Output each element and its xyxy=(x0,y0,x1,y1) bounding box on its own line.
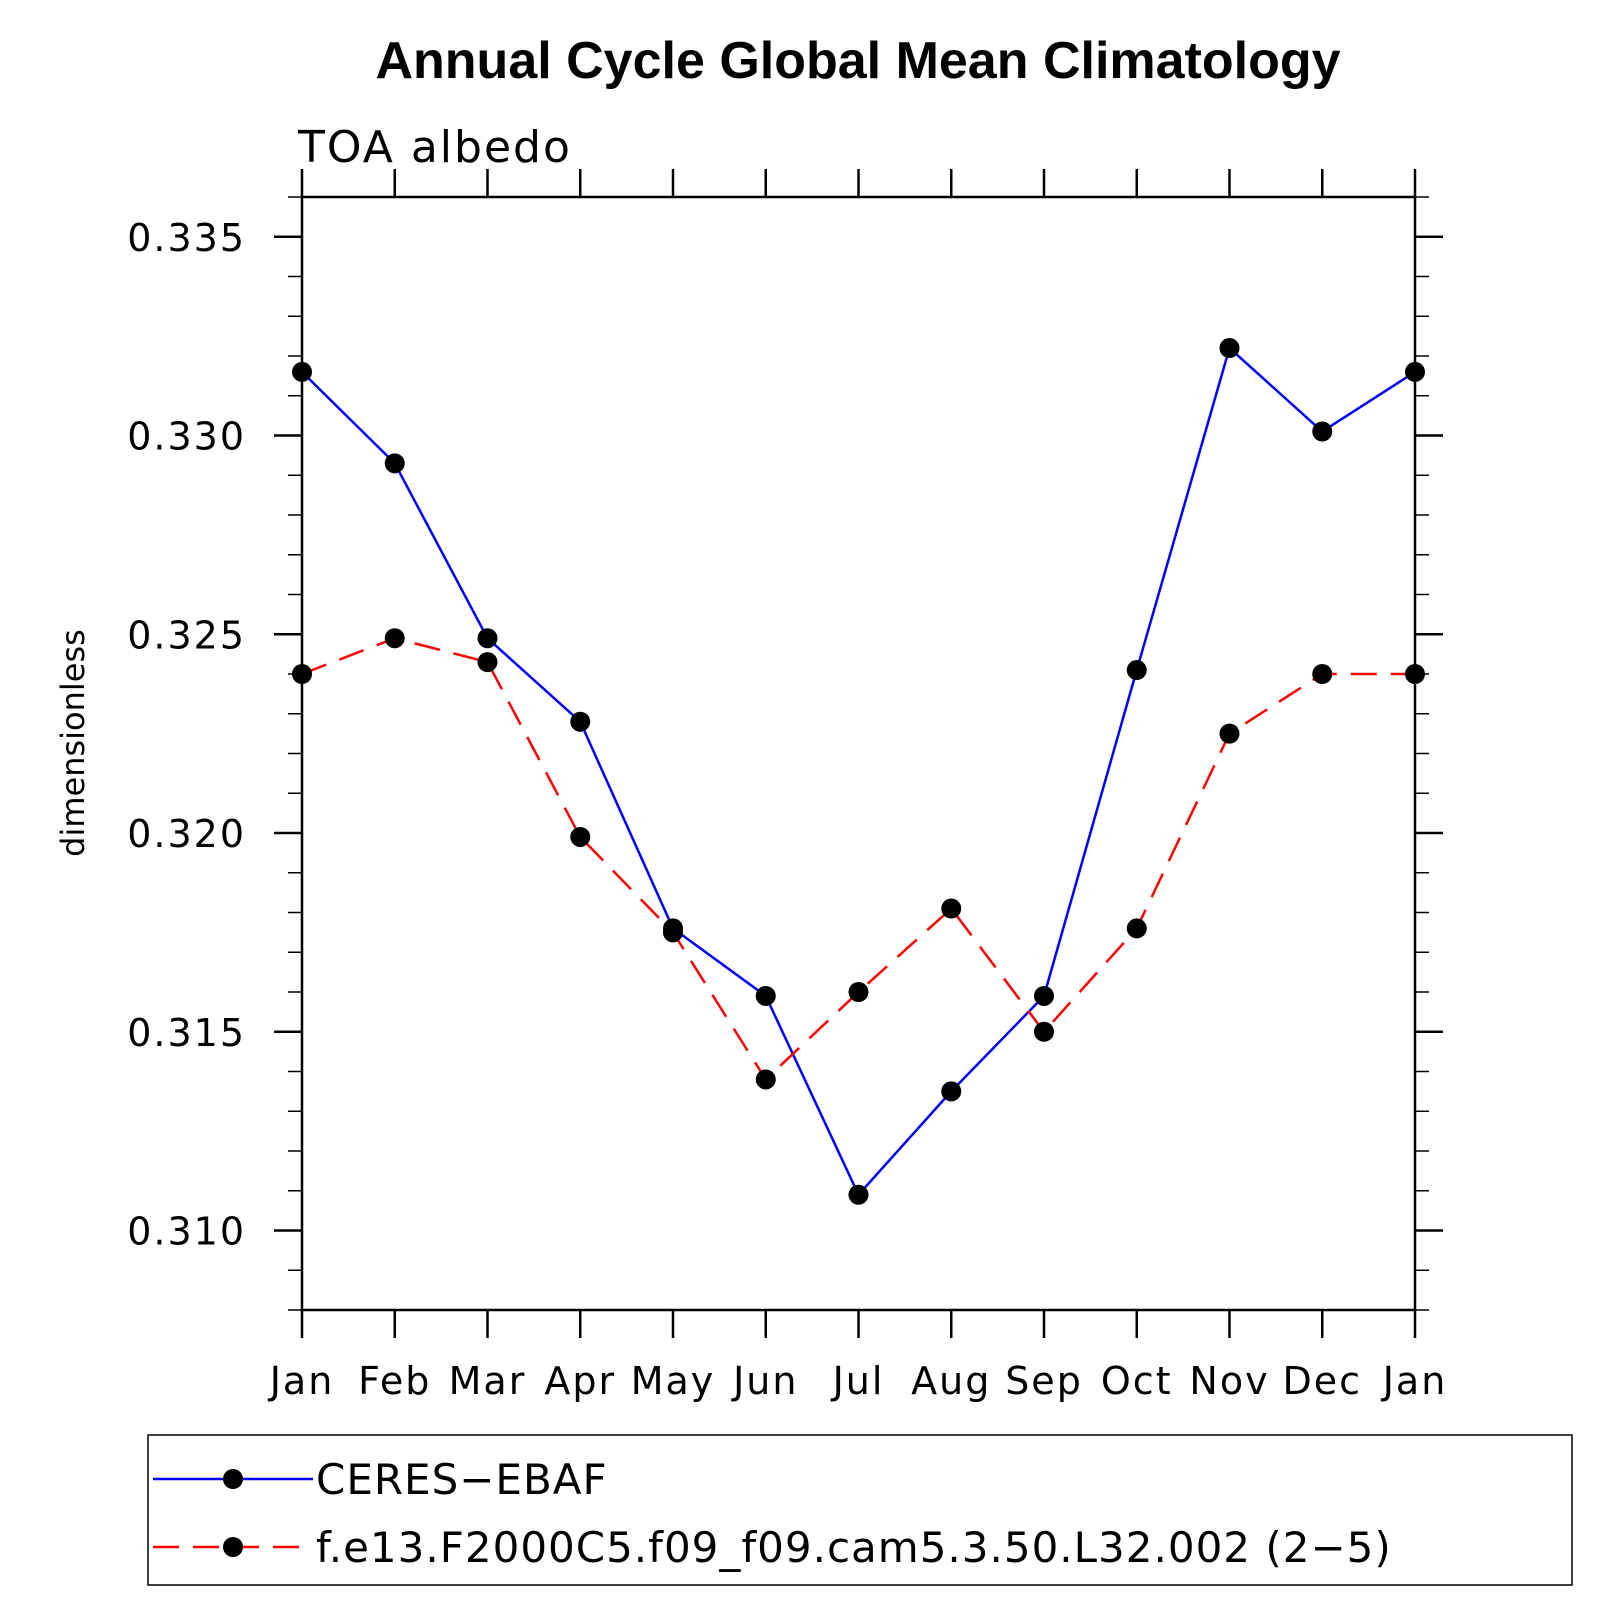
x-tick-label: Jan xyxy=(268,1359,335,1403)
series-2-point xyxy=(570,826,591,847)
x-tick-label: Dec xyxy=(1282,1359,1362,1403)
x-tick-label: Aug xyxy=(911,1359,991,1403)
x-tick-label: Feb xyxy=(358,1359,431,1403)
legend-label-2: f.e13.F2000C5.f09_f09.cam5.3.50.L32.002 … xyxy=(316,1523,1392,1572)
plot-frame xyxy=(300,195,1417,1312)
x-tick-label: Jul xyxy=(831,1359,885,1403)
series-1-point xyxy=(1219,338,1240,359)
x-tick-label: Mar xyxy=(449,1359,527,1403)
series-line-2 xyxy=(301,636,1415,1082)
series-2-point xyxy=(941,898,962,919)
x-tick-label: Sep xyxy=(1005,1359,1083,1403)
series-1-point xyxy=(1312,421,1333,442)
legend-label-1: CERES−EBAF xyxy=(316,1455,608,1504)
y-tick-label: 0.315 xyxy=(127,1011,246,1055)
series-2-point xyxy=(477,652,498,673)
x-tick-label: May xyxy=(631,1359,716,1403)
legend-marker-1 xyxy=(223,1469,243,1489)
y-axis-label: dimensionless xyxy=(54,629,92,857)
series-1-point xyxy=(941,1081,962,1102)
axis-ticks xyxy=(274,169,1443,1338)
y-tick-label: 0.335 xyxy=(127,216,246,260)
series-1-point xyxy=(570,711,591,732)
chart-subtitle: TOA albedo xyxy=(297,122,572,173)
chart-title: Annual Cycle Global Mean Climatology xyxy=(375,32,1340,90)
y-tick-label: 0.330 xyxy=(127,415,246,459)
series-1-point xyxy=(384,453,405,474)
y-tick-label: 0.325 xyxy=(127,613,246,657)
series-2-point xyxy=(848,982,869,1002)
series-lines xyxy=(301,345,1416,1197)
legend-box xyxy=(147,1434,1573,1586)
series-2-point xyxy=(1034,1021,1054,1042)
series-2-point xyxy=(384,628,405,649)
series-2-point xyxy=(755,1069,776,1090)
series-1-point xyxy=(848,1184,869,1205)
series-1-point xyxy=(477,628,498,649)
series-2-point xyxy=(1312,664,1333,684)
series-line-1 xyxy=(301,345,1416,1197)
y-tick-label: 0.310 xyxy=(127,1210,246,1254)
series-2-point xyxy=(663,922,683,943)
series-2-point xyxy=(1219,723,1240,744)
series-markers xyxy=(292,338,1425,1205)
series-1-point xyxy=(755,985,776,1006)
series-1-point xyxy=(1126,660,1147,681)
legend: CERES−EBAF f.e13.F2000C5.f09_f09.cam5.3.5… xyxy=(147,1434,1573,1586)
tick-labels: Jan Feb Mar Apr May Jun Jul Aug Sep Oct Nov Dec Jan 0… xyxy=(127,216,1448,1403)
legend-marker-2 xyxy=(223,1537,243,1557)
y-tick-label: 0.320 xyxy=(127,812,246,856)
series-1-point xyxy=(1034,985,1054,1006)
x-tick-label: Apr xyxy=(544,1359,616,1403)
x-tick-label: Oct xyxy=(1101,1359,1173,1403)
x-tick-label: Nov xyxy=(1189,1359,1269,1403)
series-2-point xyxy=(1126,918,1147,939)
x-tick-label: Jan xyxy=(1381,1359,1448,1403)
x-tick-label: Jun xyxy=(731,1359,798,1403)
